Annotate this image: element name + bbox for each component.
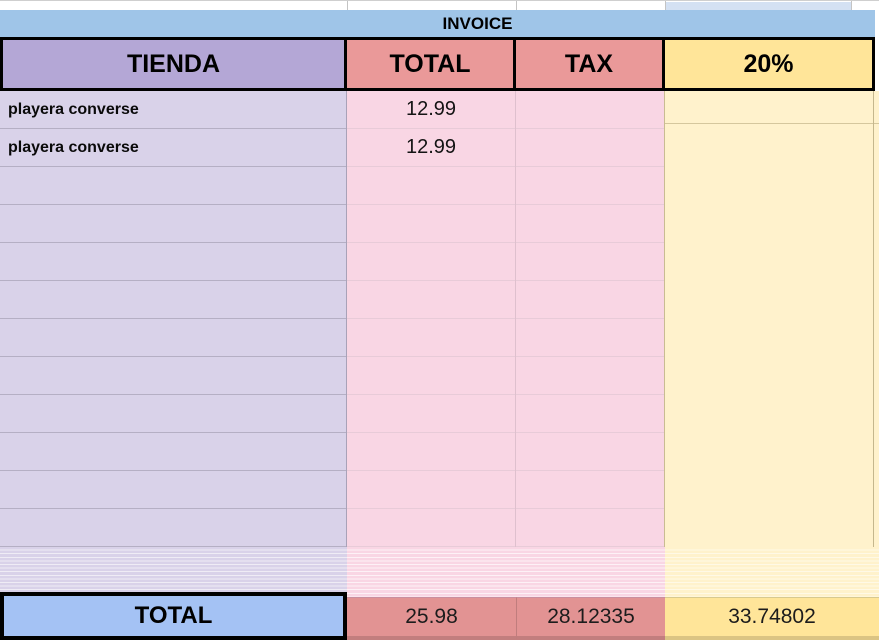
column-divider xyxy=(516,1,517,11)
tax-cell[interactable] xyxy=(516,319,664,357)
total-cell[interactable] xyxy=(347,471,515,509)
pct-cell[interactable] xyxy=(665,91,879,124)
collapsed-rows-20pct xyxy=(665,547,879,597)
tienda-cell[interactable] xyxy=(0,243,346,281)
total-cell[interactable] xyxy=(347,509,515,547)
tax-cell[interactable] xyxy=(516,91,664,129)
total-cell[interactable]: 12.99 xyxy=(347,91,515,129)
tienda-cell[interactable] xyxy=(0,433,346,471)
total-cell[interactable] xyxy=(347,243,515,281)
header-label: TAX xyxy=(564,49,614,78)
total-cell[interactable]: 12.99 xyxy=(347,129,515,167)
column-divider xyxy=(665,1,666,11)
tienda-cell[interactable] xyxy=(0,357,346,395)
invoice-title: INVOICE xyxy=(442,13,513,33)
header-cell-total[interactable]: TOTAL xyxy=(344,40,513,88)
footer-total-label: TOTAL xyxy=(134,602,213,629)
total-cell[interactable] xyxy=(347,205,515,243)
tienda-cell[interactable] xyxy=(0,319,346,357)
header-label: TOTAL xyxy=(389,49,471,78)
tienda-cell[interactable] xyxy=(0,395,346,433)
tienda-cell[interactable]: playera converse xyxy=(0,129,346,167)
column-tienda: playera converse playera converse xyxy=(0,91,347,547)
total-cell[interactable] xyxy=(347,395,515,433)
column-divider xyxy=(851,1,852,11)
tienda-cell[interactable] xyxy=(0,167,346,205)
footer-total-value: 25.98 xyxy=(405,605,458,628)
tax-cell[interactable] xyxy=(516,433,664,471)
column-tax xyxy=(516,91,665,547)
table-body: playera converse playera converse 12.99 … xyxy=(0,91,879,547)
tienda-cell[interactable] xyxy=(0,281,346,319)
footer-20pct-value: 33.74802 xyxy=(728,605,816,628)
tax-cell[interactable] xyxy=(516,357,664,395)
collapsed-rows-tax xyxy=(516,547,665,597)
tax-cell[interactable] xyxy=(516,243,664,281)
total-cell[interactable] xyxy=(347,167,515,205)
tienda-cell[interactable] xyxy=(0,471,346,509)
column-edge-line xyxy=(873,91,874,547)
header-label: 20% xyxy=(743,49,794,78)
tienda-cell[interactable]: playera converse xyxy=(0,91,346,129)
header-label: TIENDA xyxy=(126,49,221,78)
invoice-title-cell[interactable]: INVOICE xyxy=(0,10,875,37)
column-divider xyxy=(347,1,348,11)
table-header-row: TIENDA TOTAL TAX 20% xyxy=(0,37,875,91)
footer-tax-value: 28.12335 xyxy=(547,605,635,628)
collapsed-rows-region xyxy=(0,547,879,597)
column-20pct xyxy=(665,91,879,547)
footer-20pct-value-cell[interactable]: 33.74802 xyxy=(665,597,879,640)
tienda-cell[interactable] xyxy=(0,205,346,243)
header-cell-tienda[interactable]: TIENDA xyxy=(3,40,344,88)
tienda-cell[interactable] xyxy=(0,509,346,547)
tax-cell[interactable] xyxy=(516,205,664,243)
column-total: 12.99 12.99 xyxy=(347,91,516,547)
collapsed-rows-total xyxy=(347,547,516,597)
tax-cell[interactable] xyxy=(516,167,664,205)
partial-row-strip xyxy=(0,0,879,11)
total-cell[interactable] xyxy=(347,433,515,471)
tax-cell[interactable] xyxy=(516,395,664,433)
footer-total-value-cell[interactable]: 25.98 xyxy=(347,597,516,640)
tax-cell[interactable] xyxy=(516,509,664,547)
collapsed-rows-tienda xyxy=(0,547,347,592)
header-cell-tax[interactable]: TAX xyxy=(513,40,662,88)
total-cell[interactable] xyxy=(347,319,515,357)
total-cell[interactable] xyxy=(347,281,515,319)
tax-cell[interactable] xyxy=(516,129,664,167)
tax-cell[interactable] xyxy=(516,281,664,319)
footer-tax-value-cell[interactable]: 28.12335 xyxy=(516,597,665,640)
tax-cell[interactable] xyxy=(516,471,664,509)
sheet-right-edge xyxy=(875,10,879,91)
total-cell[interactable] xyxy=(347,357,515,395)
partial-cell-highlight xyxy=(665,2,851,11)
header-cell-20pct[interactable]: 20% xyxy=(662,40,872,88)
footer-total-label-cell[interactable]: TOTAL xyxy=(0,592,347,640)
